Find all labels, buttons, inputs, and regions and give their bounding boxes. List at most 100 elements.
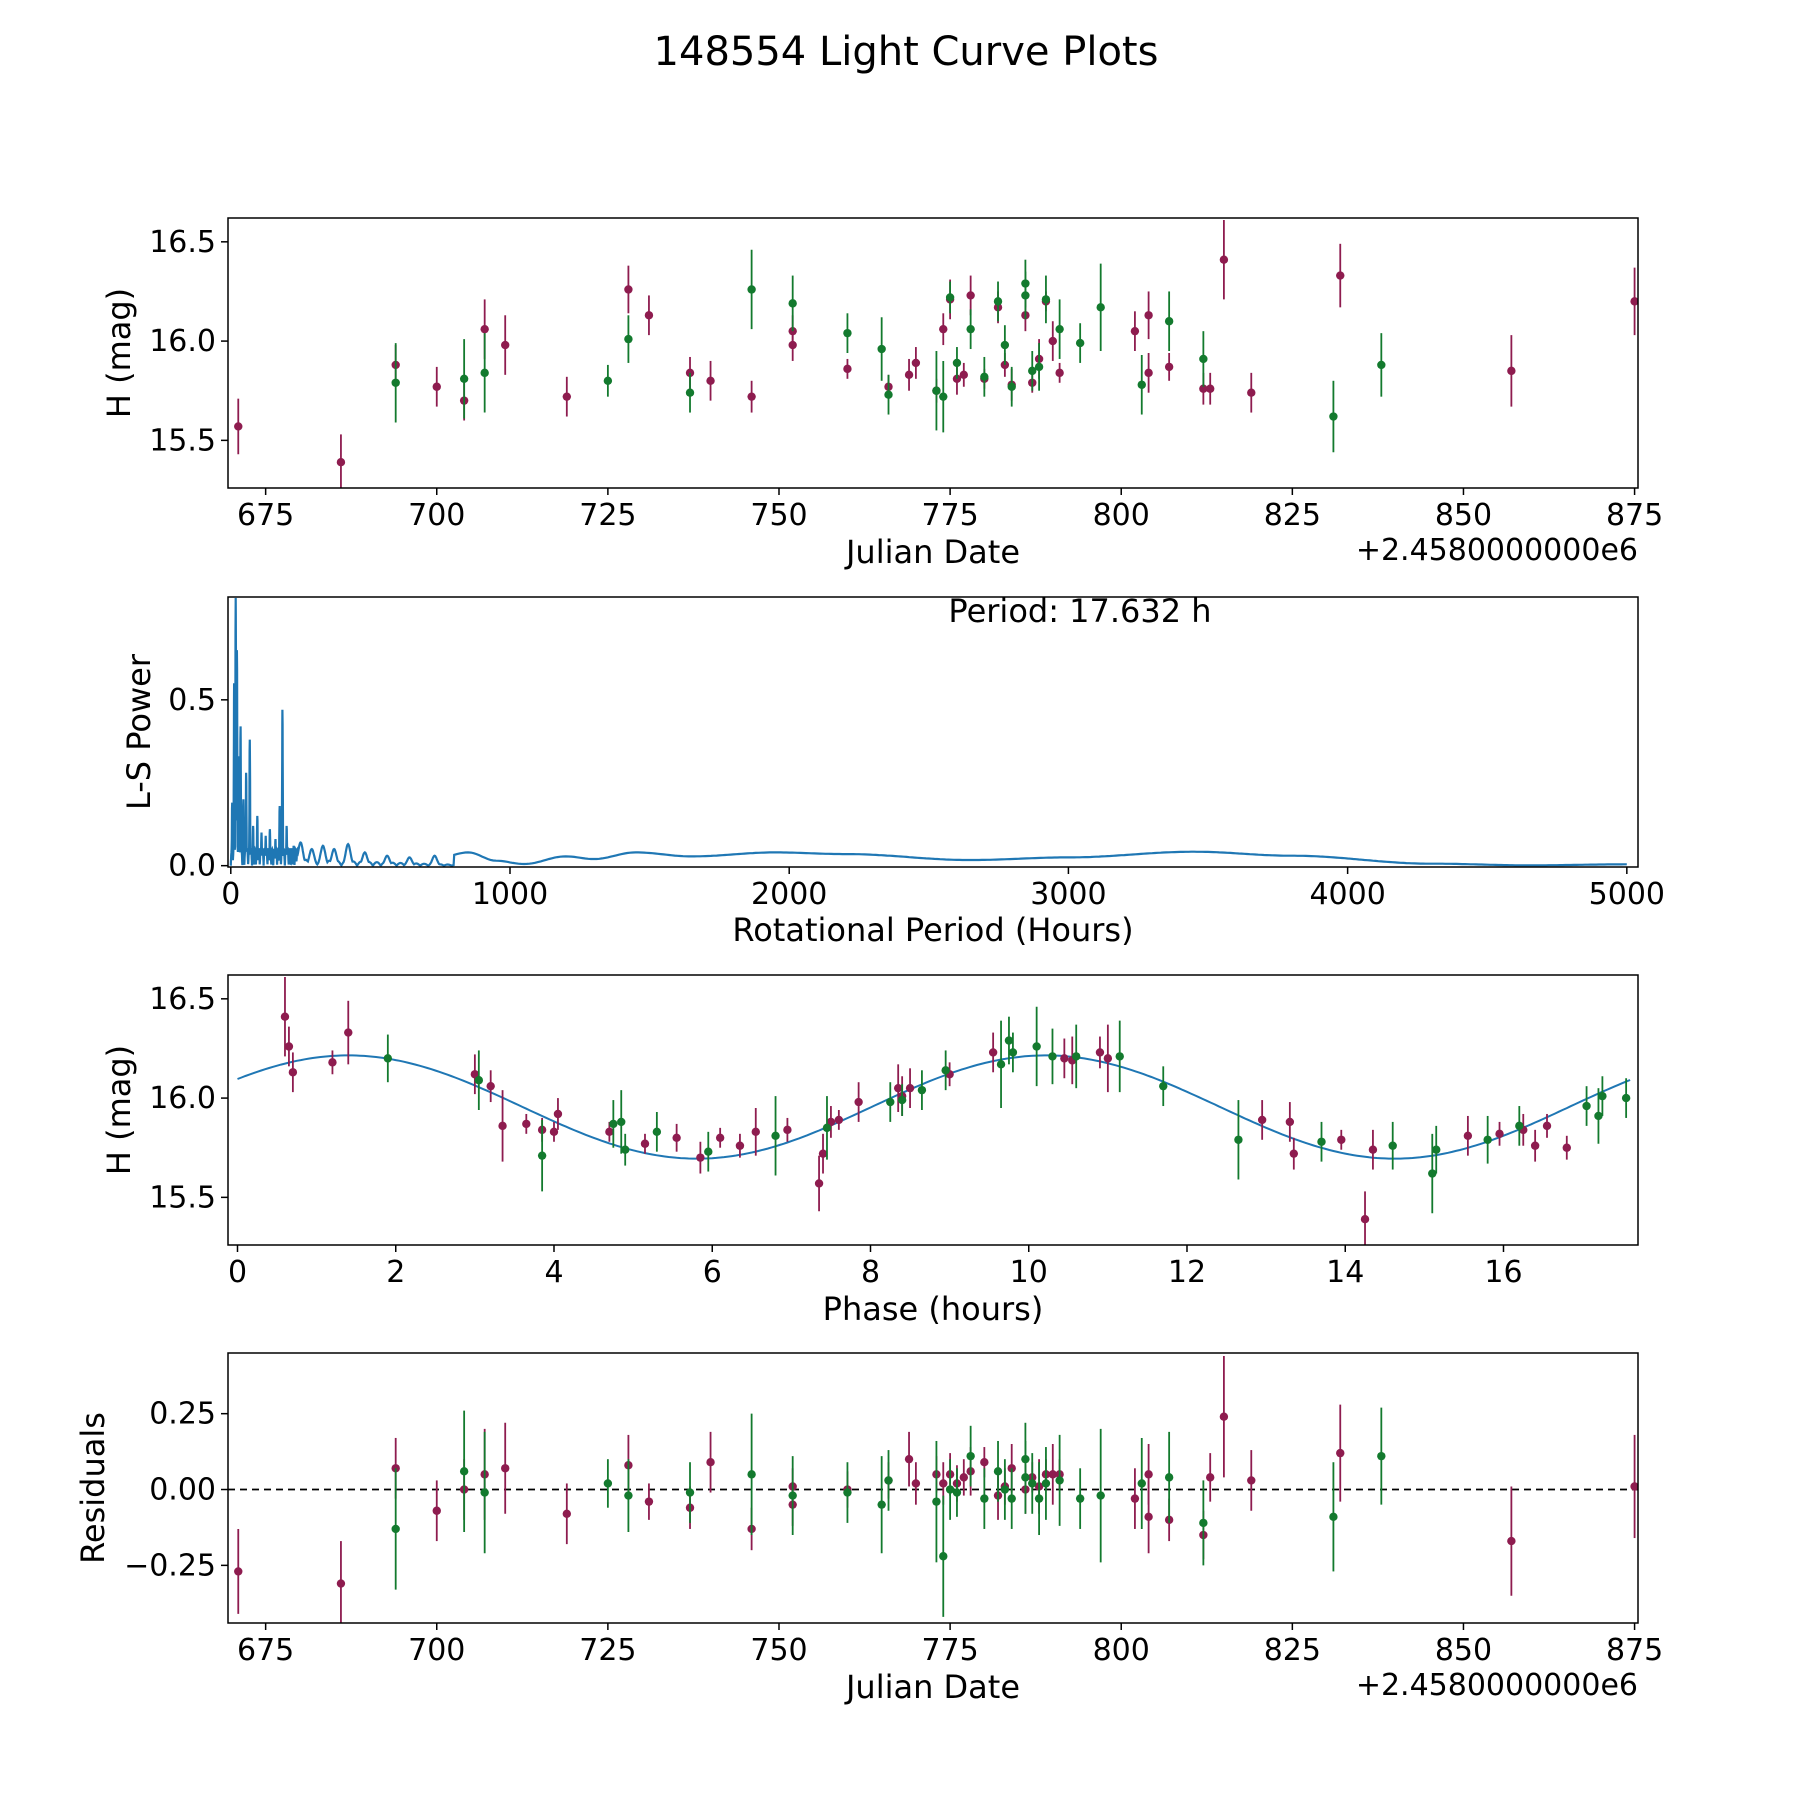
residuals-point [685, 1488, 695, 1497]
residuals-xtick-label-2: 725 [579, 1633, 636, 1668]
phase-folded-point [605, 1127, 614, 1137]
phase-folded-point [672, 1133, 681, 1142]
periodogram-xtick-label-0: 0 [221, 877, 240, 912]
phase-folded-point [1337, 1135, 1346, 1144]
residuals-point [747, 1470, 756, 1479]
light-curve-point [1137, 380, 1146, 389]
light-curve-point [706, 376, 715, 385]
phase-folded-plot-area [237, 976, 1631, 1245]
phase-folded-xtick-label-2: 4 [544, 1255, 563, 1290]
light-curve-point [952, 358, 962, 368]
light-curve-point [624, 285, 633, 294]
periodogram-ytick-label-0: 0.0 [168, 849, 216, 884]
phase-folded-point [1562, 1143, 1571, 1152]
light-curve-panel: 675 700 725 750 775 800 825 850 87515.516.016.5 … [100, 217, 1663, 571]
residuals-frame [227, 1352, 1639, 1624]
phase-folded-point [1289, 1149, 1299, 1158]
light-curve-point [1055, 368, 1064, 378]
phase-folded-frame [227, 974, 1639, 1246]
residuals-point [939, 1479, 948, 1488]
phase-folded-point [344, 1028, 353, 1037]
periodogram-panel: 0 1000 2000 3000 4000 5000 0.0 0.5 Rotational P… [120, 592, 1665, 949]
light-curve-point [1007, 382, 1016, 391]
residuals-xlabel: Julian Date [844, 1668, 1020, 1706]
light-curve-point [480, 368, 489, 378]
phase-folded-point [771, 1131, 780, 1141]
residuals-point [1034, 1494, 1044, 1503]
phase-folded-point [822, 1123, 832, 1133]
residuals-point [1041, 1479, 1051, 1488]
phase-folded-point [288, 1068, 298, 1077]
periodogram-ylabel: L-S Power [120, 653, 158, 810]
light-curve-point [432, 382, 441, 391]
residuals-point [1000, 1485, 1010, 1494]
residuals-point [1028, 1479, 1037, 1488]
residuals-point [432, 1506, 441, 1515]
light-curve-point [1199, 354, 1208, 364]
residuals-point [980, 1458, 989, 1467]
light-curve-point [234, 422, 243, 431]
periodogram-xtick-label-3: 3000 [1030, 877, 1106, 912]
residuals-point [993, 1467, 1003, 1476]
light-curve-point [1336, 271, 1345, 280]
residuals-point [1164, 1473, 1174, 1482]
residuals-point [706, 1458, 715, 1467]
phase-folded-point [537, 1151, 547, 1160]
residuals-point [1377, 1451, 1386, 1461]
phase-folded-point [383, 1054, 393, 1063]
residuals-point [1199, 1518, 1208, 1528]
residuals-xtick-label-7: 850 [1435, 1633, 1492, 1668]
phase-folded-point [1103, 1054, 1113, 1063]
residuals-point [459, 1467, 469, 1476]
light-curve-point [562, 392, 572, 401]
phase-folded-point [1008, 1048, 1018, 1057]
phase-folded-point [328, 1058, 337, 1067]
light-curve-point [911, 358, 921, 368]
residuals-point [644, 1497, 654, 1506]
light-curve-point [1144, 311, 1153, 320]
phase-folded-ytick-label-0: 15.5 [149, 1180, 216, 1215]
light-curve-ytick-label-1: 16.0 [149, 324, 216, 359]
phase-folded-xtick-label-7: 14 [1326, 1255, 1364, 1290]
phase-folded-point [897, 1095, 907, 1105]
phase-folded-point [280, 1012, 290, 1021]
residuals-ytick-label-1: 0.00 [149, 1473, 216, 1508]
light-curve-point [1000, 340, 1010, 350]
light-curve-point [685, 368, 695, 378]
phase-folded-point [1582, 1101, 1591, 1111]
light-curve-marks [234, 219, 1638, 488]
phase-folded-point [486, 1081, 495, 1091]
light-curve-point [603, 376, 613, 385]
phase-folded-point [1483, 1135, 1492, 1144]
residuals-point [1048, 1470, 1057, 1479]
phase-folded-point [893, 1083, 903, 1093]
light-curve-point [843, 364, 852, 374]
light-curve-point [1055, 324, 1064, 334]
phase-folded-ytick-label-1: 16.0 [149, 1081, 216, 1116]
phase-folded-point [814, 1179, 824, 1188]
phase-folded-point [617, 1117, 626, 1127]
phase-folded-point [1317, 1137, 1326, 1146]
periodogram-annotation: Period: 17.632 h [948, 592, 1211, 630]
phase-folded-point [652, 1127, 662, 1137]
phase-folded-point [470, 1070, 480, 1079]
light-curve-xtick-label-6: 825 [1264, 498, 1321, 533]
periodogram-marks [229, 597, 1627, 867]
phase-folded-xtick-label-0: 0 [228, 1255, 247, 1290]
phase-folded-point [1621, 1093, 1631, 1103]
phase-folded-xlabel: Phase (hours) [823, 1290, 1044, 1328]
light-curve-point [1164, 317, 1174, 326]
phase-folded-point [1594, 1111, 1603, 1121]
phase-folded-point [704, 1147, 713, 1156]
residuals-point [884, 1476, 893, 1485]
light-curve-point [993, 297, 1003, 306]
periodogram-ticks: 0 1000 2000 3000 4000 5000 0.0 0.5 [168, 683, 1665, 912]
light-curve-point [624, 334, 633, 344]
light-curve-point [788, 340, 797, 350]
phase-folded-marks [237, 976, 1631, 1245]
phase-folded-point [1463, 1131, 1473, 1141]
residuals-point [234, 1567, 243, 1576]
light-curve-point [932, 386, 941, 395]
light-curve-point [1041, 295, 1051, 304]
